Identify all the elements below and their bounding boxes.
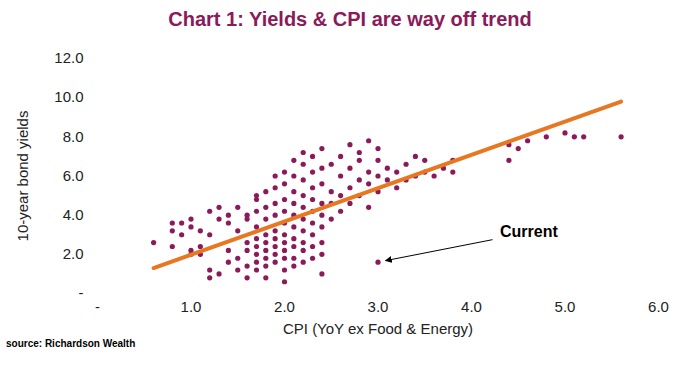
svg-text:-: - (95, 298, 100, 315)
svg-text:6.0: 6.0 (63, 167, 84, 184)
svg-text:CPI (YoY ex Food & Energy): CPI (YoY ex Food & Energy) (283, 320, 473, 337)
svg-text:1.0: 1.0 (181, 298, 202, 315)
svg-text:2.0: 2.0 (63, 245, 84, 262)
svg-text:6.0: 6.0 (648, 298, 669, 315)
svg-text:3.0: 3.0 (368, 298, 389, 315)
svg-text:Current: Current (500, 223, 558, 240)
html-text:Chart 1: Yields & CPI are way: Chart 1: Yields & CPI are way off trend (168, 8, 532, 30)
svg-text:4.0: 4.0 (461, 298, 482, 315)
html-text:source: Richardson Wealth: source: Richardson Wealth (6, 338, 136, 349)
svg-text:10-year bond yields: 10-year bond yields (14, 111, 31, 242)
svg-text:-: - (79, 284, 84, 301)
svg-text:2.0: 2.0 (274, 298, 295, 315)
svg-text:12.0: 12.0 (54, 49, 83, 66)
svg-text:5.0: 5.0 (555, 298, 576, 315)
svg-text:8.0: 8.0 (63, 128, 84, 145)
svg-text:10.0: 10.0 (54, 88, 83, 105)
svg-text:4.0: 4.0 (63, 206, 84, 223)
